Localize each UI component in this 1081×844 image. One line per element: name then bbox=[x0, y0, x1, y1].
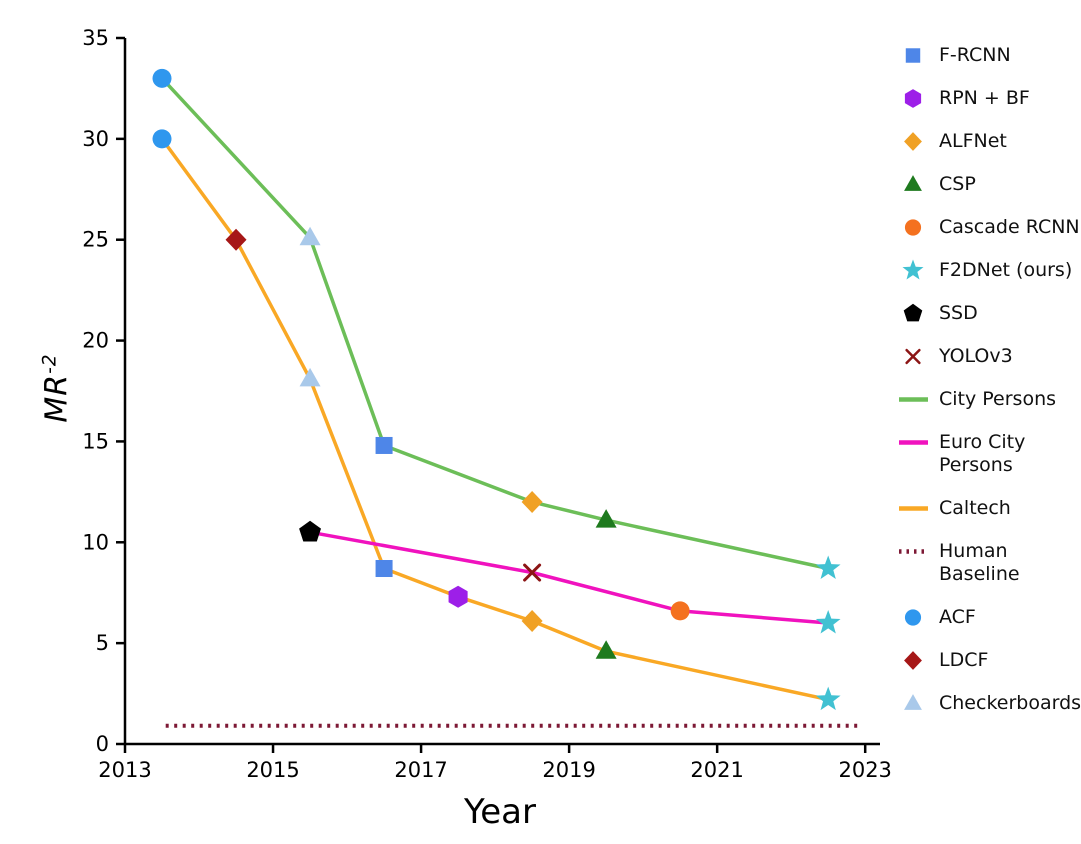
y-tick-label: 35 bbox=[82, 26, 109, 50]
legend-item-acf: ACF bbox=[897, 606, 1081, 629]
legend-item-label: Cascade RCNN bbox=[939, 216, 1080, 238]
diamond-icon bbox=[904, 651, 922, 670]
square-icon bbox=[905, 48, 921, 63]
legend-item-label: Human Baseline bbox=[939, 540, 1020, 585]
data-point-f2dnet-ours bbox=[815, 555, 841, 580]
x-icon bbox=[905, 348, 921, 365]
y-tick-label: 25 bbox=[82, 228, 109, 252]
legend-item-label: ACF bbox=[939, 606, 976, 628]
legend-item-checkerboards: Checkerboards bbox=[897, 692, 1081, 715]
legend-item-yolov3: YOLOv3 bbox=[897, 345, 1081, 368]
data-point-alfnet bbox=[521, 609, 543, 632]
line-icon bbox=[899, 440, 928, 445]
line-icon bbox=[899, 506, 928, 511]
legend-item-label: City Persons bbox=[939, 388, 1057, 410]
x-tick-label: 2017 bbox=[394, 758, 447, 782]
x-tick-label: 2019 bbox=[542, 758, 595, 782]
circle-icon bbox=[904, 609, 922, 626]
data-point-f-rcnn bbox=[375, 436, 393, 454]
legend-item-human-baseline: Human Baseline bbox=[897, 540, 1081, 586]
diamond-icon bbox=[904, 132, 922, 151]
legend-item-city-persons: City Persons bbox=[897, 388, 1081, 411]
triangle-icon bbox=[904, 694, 922, 710]
legend-item-alfnet: ALFNet bbox=[897, 130, 1081, 153]
x-axis-label: Year bbox=[464, 792, 536, 832]
legend-item-label: RPN + BF bbox=[939, 87, 1030, 109]
data-point-csp bbox=[595, 640, 617, 659]
legend-item-csp: CSP bbox=[897, 173, 1081, 196]
legend-item-label: SSD bbox=[939, 302, 978, 324]
legend-item-label: LDCF bbox=[939, 649, 989, 671]
y-tick-label: 20 bbox=[82, 329, 109, 353]
x-tick-label: 2015 bbox=[246, 758, 299, 782]
x-tick-label: 2023 bbox=[838, 758, 891, 782]
data-point-acf bbox=[152, 129, 172, 149]
legend-item-label: YOLOv3 bbox=[939, 345, 1013, 367]
y-axis-label-exponent: -2 bbox=[39, 353, 61, 374]
y-tick-label: 30 bbox=[82, 127, 109, 151]
legend-item-label: Euro City Persons bbox=[939, 431, 1026, 476]
series-line-caltech bbox=[160, 137, 830, 702]
legend-item-caltech: Caltech bbox=[897, 497, 1081, 520]
data-point-checkerboards bbox=[299, 367, 321, 387]
circle-icon bbox=[904, 219, 922, 236]
diamond-icon bbox=[904, 132, 922, 151]
data-point-checkerboards bbox=[299, 226, 321, 246]
data-point-yolov3 bbox=[523, 563, 542, 582]
data-point-rpn-bf bbox=[448, 585, 468, 608]
data-point-ssd bbox=[299, 520, 321, 542]
pentagon-icon bbox=[903, 303, 923, 322]
y-axis-label: MR-2 bbox=[40, 353, 75, 422]
legend-item-ssd: SSD bbox=[897, 302, 1081, 325]
data-point-csp bbox=[595, 509, 617, 528]
x-tick-label: 2021 bbox=[690, 758, 743, 782]
data-point-f-rcnn bbox=[375, 560, 393, 578]
line-icon bbox=[899, 397, 928, 402]
y-tick-label: 15 bbox=[82, 429, 109, 453]
series-line-city-persons bbox=[160, 76, 830, 571]
data-point-acf bbox=[152, 68, 172, 88]
chart-legend: F-RCNN RPN + BF ALFNet CSP Cascade RCNN F2DNe… bbox=[897, 44, 1081, 735]
star-icon bbox=[902, 259, 924, 280]
legend-item-cascade-rcnn: Cascade RCNN bbox=[897, 216, 1081, 239]
hexagon-icon bbox=[904, 89, 922, 108]
pentagon-icon bbox=[903, 303, 923, 322]
legend-item-rpn-bf: RPN + BF bbox=[897, 87, 1081, 110]
square-icon bbox=[905, 48, 921, 63]
circle-icon bbox=[904, 609, 922, 626]
x-tick-label: 2013 bbox=[98, 758, 151, 782]
diamond-icon bbox=[904, 651, 922, 670]
legend-item-label: Caltech bbox=[939, 497, 1011, 519]
axis-spines bbox=[123, 38, 880, 746]
y-tick-label: 10 bbox=[82, 530, 109, 554]
series-line-euro-city-persons bbox=[308, 530, 830, 625]
legend-item-f2dnet-ours: F2DNet (ours) bbox=[897, 259, 1081, 282]
triangle-icon bbox=[904, 175, 922, 191]
dotted-line-icon bbox=[899, 549, 928, 554]
y-tick-label: 5 bbox=[96, 631, 109, 655]
data-point-alfnet bbox=[521, 490, 543, 513]
data-point-f2dnet-ours bbox=[815, 609, 841, 634]
y-tick-label: 0 bbox=[96, 732, 109, 756]
star-icon bbox=[902, 259, 924, 280]
data-point-cascade-rcnn bbox=[670, 601, 690, 621]
triangle-icon bbox=[904, 175, 922, 191]
legend-item-label: CSP bbox=[939, 173, 976, 195]
legend-item-label: F-RCNN bbox=[939, 44, 1011, 66]
legend-item-label: ALFNet bbox=[939, 130, 1007, 152]
y-axis-label-base: MR bbox=[39, 373, 75, 423]
hexagon-icon bbox=[904, 89, 922, 108]
data-point-ldcf bbox=[225, 228, 247, 251]
x-icon bbox=[905, 348, 921, 365]
legend-item-euro-city-persons: Euro City Persons bbox=[897, 431, 1081, 477]
triangle-icon bbox=[904, 694, 922, 710]
legend-item-f-rcnn: F-RCNN bbox=[897, 44, 1081, 67]
legend-item-label: Checkerboards bbox=[939, 692, 1081, 714]
legend-item-label: F2DNet (ours) bbox=[939, 259, 1073, 281]
legend-item-ldcf: LDCF bbox=[897, 649, 1081, 672]
data-point-f2dnet-ours bbox=[815, 686, 841, 711]
circle-icon bbox=[904, 219, 922, 236]
